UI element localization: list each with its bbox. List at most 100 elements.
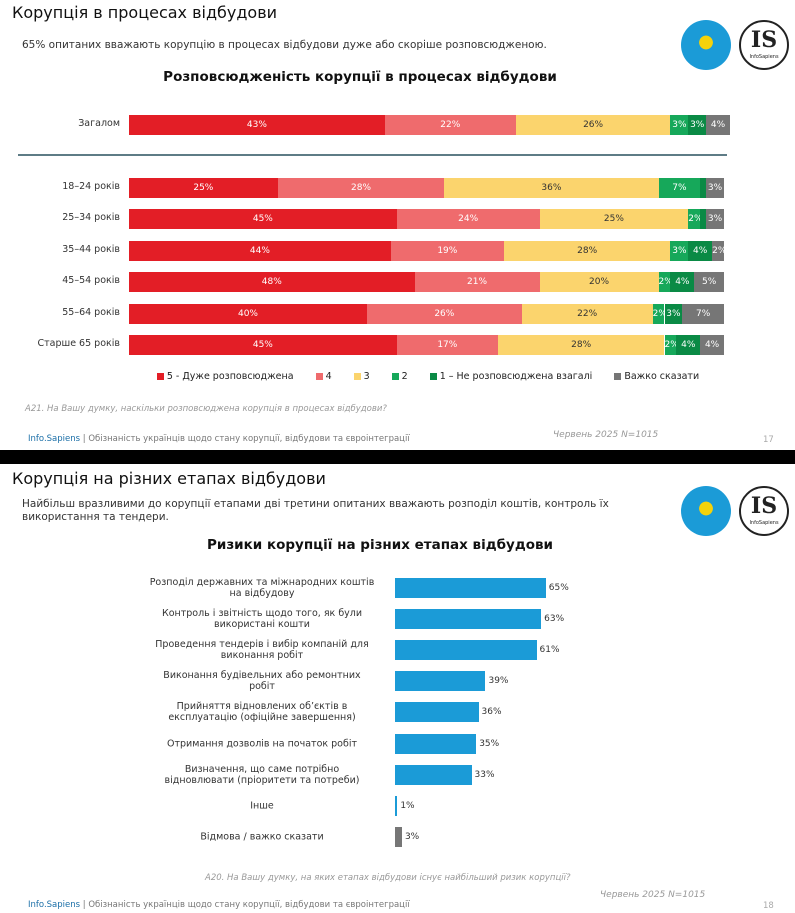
slide-title: Корупція в процесах відбудови [12,3,278,22]
bar [395,609,542,630]
slide-divider [0,450,795,464]
value-label: 25% [193,183,214,193]
date: Червень 2025 N=1015 [553,430,659,440]
legend-label: 2 [401,371,408,382]
legend-label: 4 [325,371,332,382]
bar-segment [676,335,701,355]
bar-segment [682,303,724,324]
bar-segment [658,272,671,293]
question-note: A20. На Вашу думку, на яких етапах відбу… [205,873,571,883]
value-label: 28% [571,340,592,350]
footer-text: | Обізнаність українців щодо стану коруп… [82,434,410,444]
bar-segment [444,178,659,198]
value-label: 26% [583,120,604,130]
bar-segment [706,209,724,230]
value-label: 2% [664,340,679,350]
value-label: 28% [351,183,372,193]
value-label: 39% [488,676,509,687]
value-label: 33% [474,769,495,780]
category-label: Отримання дозволів на початок робіт [166,738,358,749]
value-label: 45% [252,214,273,225]
bar-segment [670,115,689,135]
bar-segment [414,272,540,293]
legend-swatch [429,373,437,380]
legend-item: 2 [391,371,408,382]
bar-segment [700,178,707,198]
bar-segment [390,240,504,261]
category-label: Відмова / важко сказати [200,831,324,843]
bar [395,764,472,785]
bar-segment [515,115,671,135]
logo-is: IS InfoSapiens [739,20,789,70]
bar [395,578,546,598]
value-label: 61% [539,645,560,656]
category-label: 25–34 років [62,212,120,224]
value-label: 48% [261,277,282,288]
value-label: 4% [693,245,708,256]
logo-caption: InfoSapiens [749,520,779,526]
category-label: Виконання будівельних або ремонтних робі… [163,670,361,693]
category-label: Інше [250,800,274,812]
footer: Info.Sapiens | Обізнаність українців щод… [28,434,410,444]
value-label: 63% [544,614,565,625]
legend-swatch [156,373,164,380]
value-label: 24% [458,214,479,225]
bar-segment [497,335,665,355]
bar-segment [129,115,385,135]
legend-item: 1 – Не розповсюджена взагалі [429,371,593,382]
value-label: 43% [246,120,267,130]
logo-text: IS [750,27,778,53]
bar-segment [539,272,659,293]
bar-segment [670,240,689,261]
value-label: 3% [404,831,420,842]
legend-item: Важко сказати [614,371,699,382]
value-label: 36% [481,707,502,718]
bar-segment [664,335,677,355]
value-label: 4% [675,277,690,288]
bar [395,702,479,723]
legend-item: 5 - Дуже розповсюджена [156,371,294,382]
category-label: Визначення, що саме потрібно відновлюват… [164,763,360,786]
bar-segment [700,335,724,355]
legend-label: 1 – Не розповсюджена взагалі [439,371,593,382]
bar-segment [503,240,671,261]
value-label: 22% [440,120,461,130]
value-label: 45% [252,340,273,350]
value-label: 2% [712,245,727,256]
bar [395,795,398,816]
legend-item: 4 [315,371,332,382]
category-label: 55–64 років [62,306,120,318]
bar-segment [539,209,689,230]
value-label: 21% [467,277,488,288]
value-label: 20% [589,277,610,288]
value-label: 36% [541,183,562,193]
footer: Info.Sapiens | Обізнаність українців щод… [28,900,410,910]
value-label: 22% [577,308,598,319]
category-label: Старше 65 років [37,338,120,349]
bar-segment [129,178,278,198]
bar-segment [664,303,683,324]
bar [395,640,537,661]
slide-title: Корупція на різних етапах відбудови [12,469,326,488]
bar-segment [652,303,665,324]
value-label: 35% [479,738,500,749]
legend-swatch [353,373,361,380]
category-label: 45–54 років [62,275,120,287]
value-label: 44% [249,245,270,256]
value-label: 3% [707,214,723,225]
value-label: 3% [707,183,723,193]
date: Червень 2025 N=1015 [600,890,706,900]
value-label: 2% [652,308,667,319]
category-label: Проведення тендерів і вибір компаній для… [155,639,369,662]
value-label: 19% [437,245,458,256]
value-label: 3% [666,308,681,319]
legend-swatch [391,373,399,380]
logo-text: IS [750,493,778,519]
value-label: 2% [658,277,673,288]
bar-segment [706,178,724,198]
legend: 5 - Дуже розповсюджена 4 3 2 1 – Не розповсю… [0,371,795,382]
chart-title: Розповсюдженість корупції в процесах від… [163,69,557,85]
category-label: 35–44 років [62,243,120,255]
value-label: 3% [672,245,687,256]
page-number: 17 [763,435,774,445]
